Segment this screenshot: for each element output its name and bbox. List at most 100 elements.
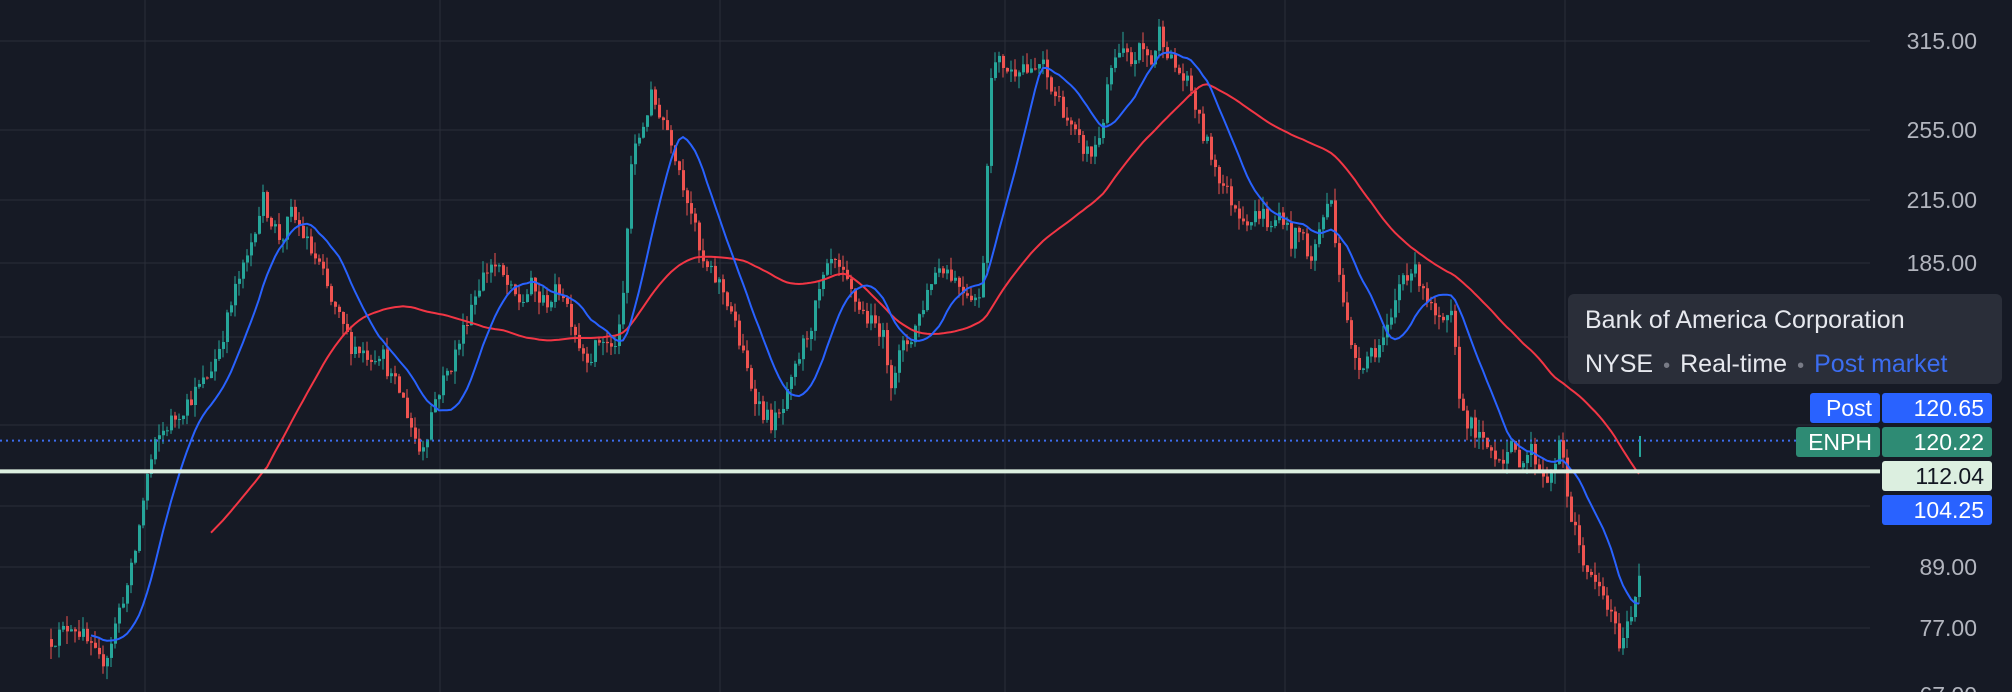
candle-body — [586, 353, 589, 363]
candle-body — [1006, 67, 1009, 72]
candle-body — [682, 170, 685, 191]
candle-body — [906, 340, 909, 345]
candle-body — [826, 263, 829, 275]
candle-body — [1054, 91, 1057, 97]
candle-body — [118, 607, 121, 624]
candle-body — [1118, 52, 1121, 58]
candle-body — [1270, 226, 1273, 228]
symbol-tag-badge: ENPH — [1796, 427, 1880, 457]
candle-body — [166, 430, 169, 432]
candle-body — [710, 265, 713, 268]
candle-body — [354, 346, 357, 355]
candle-body — [1294, 227, 1297, 249]
candle-body — [74, 629, 77, 632]
candle-body — [198, 384, 201, 387]
candle-body — [574, 326, 577, 335]
candle-body — [1062, 96, 1065, 118]
candle-body — [214, 358, 217, 372]
candle-body — [1522, 463, 1525, 468]
candle-body — [1310, 256, 1313, 261]
candle-body — [1066, 117, 1069, 121]
candle-body — [1186, 75, 1189, 81]
candle-body — [974, 297, 977, 301]
candle-body — [878, 323, 881, 337]
candle-body — [1466, 410, 1469, 429]
candle-body — [606, 341, 609, 344]
candle-body — [754, 388, 757, 405]
candle-body — [350, 332, 353, 355]
candle-body — [1430, 302, 1433, 304]
candle-body — [1454, 310, 1457, 347]
candle-body — [582, 348, 585, 354]
candle-body — [1142, 43, 1145, 50]
candle-body — [722, 279, 725, 293]
candle-body — [1358, 357, 1361, 370]
candle-body — [1638, 575, 1641, 597]
candle-body — [1322, 217, 1325, 230]
candle-body — [410, 418, 413, 428]
candle-body — [406, 397, 409, 419]
candle-body — [642, 126, 645, 138]
candle-body — [1362, 368, 1365, 370]
candle-body — [626, 228, 629, 293]
candle-body — [1582, 545, 1585, 566]
candle-body — [1210, 136, 1213, 160]
candle-body — [374, 361, 377, 363]
candle-body — [206, 377, 209, 379]
candle-body — [282, 239, 285, 241]
candle-body — [1502, 459, 1505, 464]
candle-body — [886, 330, 889, 366]
candle-body — [1290, 222, 1293, 249]
post-price-badge: 120.65 — [1882, 393, 1992, 423]
candle-body — [646, 115, 649, 127]
candle-body — [1422, 286, 1425, 289]
candle-body — [786, 388, 789, 409]
moving-average-slow-line — [210, 83, 1640, 534]
session-label[interactable]: Post market — [1814, 350, 1948, 378]
candlesticks — [50, 18, 1641, 680]
candle-body — [1506, 451, 1509, 464]
symbol-info-tooltip: Bank of America Corporation NYSE • Real-ti… — [1568, 294, 2002, 384]
candle-body — [262, 192, 265, 216]
candle-body — [1586, 565, 1589, 572]
candle-body — [338, 306, 341, 312]
candle-body — [1026, 64, 1029, 73]
candle-body — [358, 346, 361, 354]
candle-body — [1102, 122, 1105, 139]
candle-body — [902, 340, 905, 351]
candle-body — [766, 409, 769, 420]
candle-body — [650, 89, 653, 116]
candle-body — [414, 427, 417, 439]
candle-body — [1442, 316, 1445, 321]
price-axis[interactable]: 315.00 255.00 215.00 185.00 89.00 77.00 67.00 — [1907, 28, 1977, 692]
candle-body — [1306, 233, 1309, 257]
candle-body — [386, 349, 389, 377]
candle-body — [1574, 521, 1577, 526]
candle-body — [958, 277, 961, 287]
candle-body — [526, 294, 529, 302]
candle-body — [346, 323, 349, 333]
candle-body — [1194, 90, 1197, 110]
candle-body — [962, 286, 965, 294]
candle-body — [746, 350, 749, 369]
candle-body — [1590, 571, 1593, 575]
candle-body — [610, 343, 613, 347]
candle-body — [134, 550, 137, 563]
candle-body — [366, 350, 369, 360]
candle-body — [1478, 431, 1481, 438]
candle-body — [706, 261, 709, 268]
candle-body — [934, 272, 937, 285]
candle-body — [778, 412, 781, 414]
exchange-label: NYSE — [1585, 350, 1654, 378]
candle-body — [314, 253, 317, 259]
candle-body — [150, 459, 153, 474]
candle-body — [1554, 463, 1557, 473]
candle-body — [854, 288, 857, 302]
candle-body — [1346, 302, 1349, 321]
candle-body — [1486, 437, 1489, 448]
candle-body — [1394, 300, 1397, 318]
candle-body — [758, 401, 761, 405]
candle-body — [1090, 146, 1093, 157]
